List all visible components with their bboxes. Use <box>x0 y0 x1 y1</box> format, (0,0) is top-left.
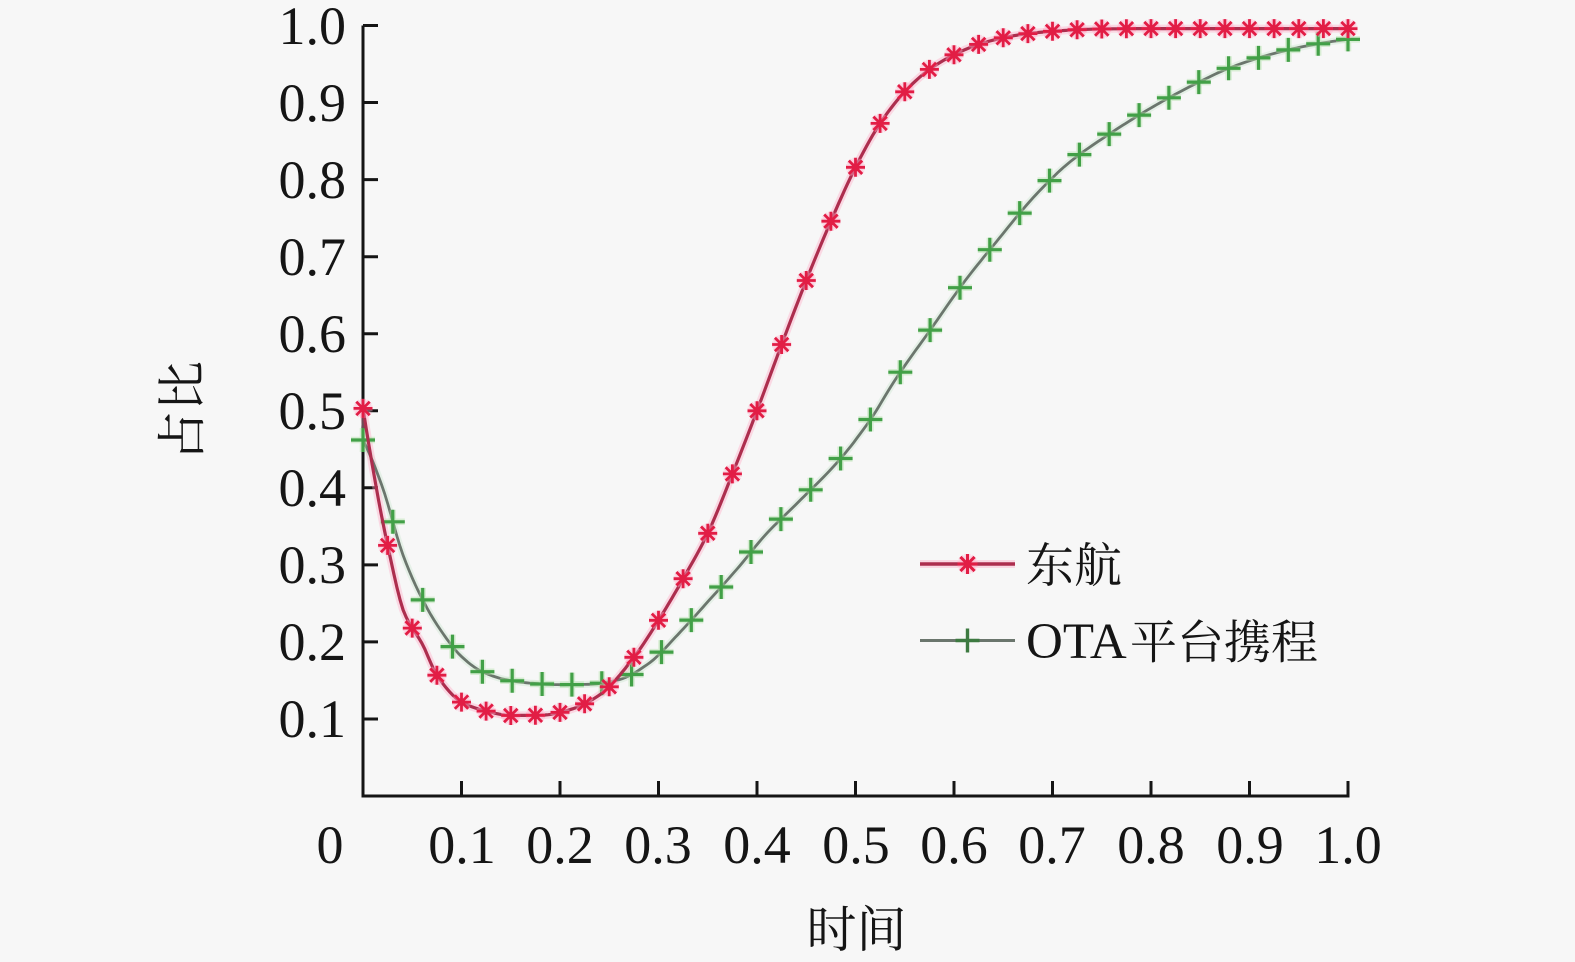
svg-text:0.6: 0.6 <box>920 815 988 875</box>
svg-text:1.0: 1.0 <box>279 0 347 56</box>
svg-text:0.1: 0.1 <box>428 815 496 875</box>
svg-text:0.9: 0.9 <box>279 73 347 133</box>
svg-text:0.3: 0.3 <box>624 815 692 875</box>
svg-text:0.5: 0.5 <box>279 381 347 441</box>
svg-text:0.8: 0.8 <box>279 150 347 210</box>
svg-text:0: 0 <box>317 815 344 875</box>
svg-text:OTA: OTA <box>1026 614 1127 670</box>
svg-text:0.7: 0.7 <box>279 227 347 287</box>
svg-text:0.2: 0.2 <box>279 612 347 672</box>
svg-text:0.1: 0.1 <box>279 689 347 749</box>
svg-text:0.9: 0.9 <box>1216 815 1284 875</box>
svg-text:0.2: 0.2 <box>526 815 594 875</box>
svg-text:0.5: 0.5 <box>822 815 890 875</box>
svg-text:0.8: 0.8 <box>1117 815 1185 875</box>
svg-text:0.4: 0.4 <box>279 458 347 518</box>
svg-text:0.6: 0.6 <box>279 304 347 364</box>
svg-text:0.3: 0.3 <box>279 535 347 595</box>
svg-text:0.7: 0.7 <box>1018 815 1086 875</box>
svg-text:0.4: 0.4 <box>723 815 791 875</box>
svg-text:1.0: 1.0 <box>1314 815 1382 875</box>
